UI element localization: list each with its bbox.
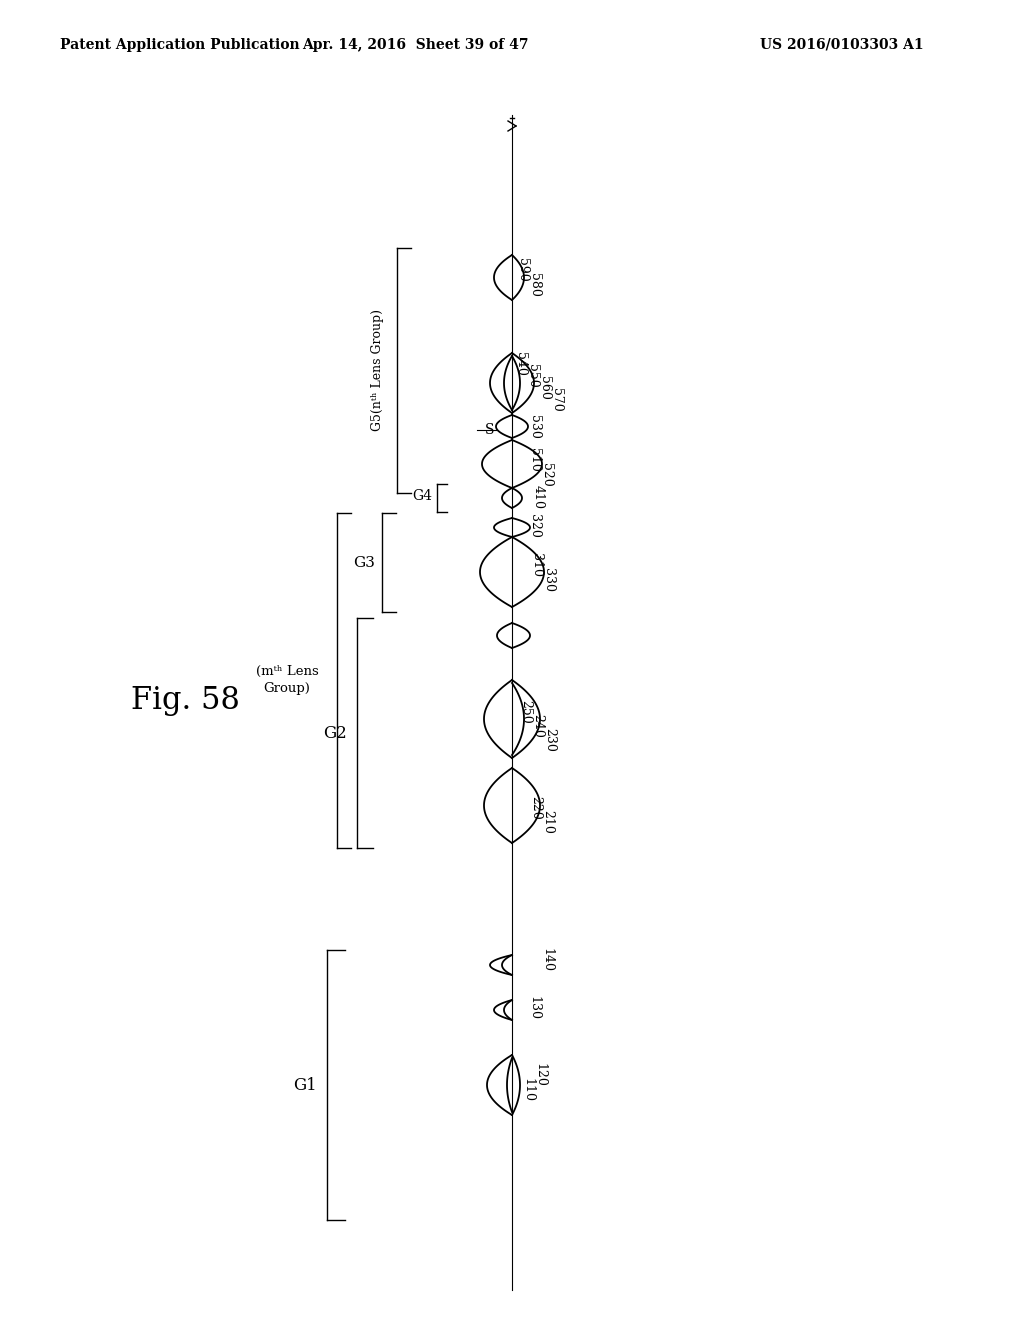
- Text: US 2016/0103303 A1: US 2016/0103303 A1: [760, 38, 924, 51]
- Text: 240: 240: [531, 714, 545, 738]
- Text: 210: 210: [542, 810, 555, 834]
- Text: 250: 250: [519, 700, 532, 723]
- Text: Patent Application Publication: Patent Application Publication: [60, 38, 300, 51]
- Text: 590: 590: [515, 259, 528, 282]
- Text: 110: 110: [521, 1078, 535, 1102]
- Text: 220: 220: [529, 796, 543, 820]
- Text: G4: G4: [412, 488, 432, 503]
- Text: S: S: [485, 422, 495, 437]
- Text: 410: 410: [531, 484, 545, 510]
- Text: Apr. 14, 2016  Sheet 39 of 47: Apr. 14, 2016 Sheet 39 of 47: [302, 38, 528, 51]
- Text: G1: G1: [293, 1077, 316, 1093]
- Text: 550: 550: [525, 364, 539, 388]
- Text: 140: 140: [541, 948, 554, 972]
- Text: 130: 130: [527, 997, 541, 1020]
- Text: 330: 330: [542, 568, 555, 591]
- Text: G5(nᵗʰ Lens Group): G5(nᵗʰ Lens Group): [371, 309, 384, 432]
- Text: 540: 540: [514, 352, 527, 376]
- Text: 320: 320: [527, 513, 541, 539]
- Text: 310: 310: [529, 553, 543, 577]
- Text: 580: 580: [527, 273, 541, 297]
- Text: 520: 520: [540, 463, 553, 487]
- Text: G2: G2: [324, 725, 347, 742]
- Text: 560: 560: [538, 376, 551, 400]
- Text: 230: 230: [544, 729, 556, 752]
- Text: 510: 510: [527, 447, 541, 473]
- Text: G3: G3: [353, 556, 375, 570]
- Text: 530: 530: [527, 414, 541, 440]
- Text: 570: 570: [550, 388, 562, 412]
- Text: 120: 120: [534, 1063, 547, 1086]
- Text: (mᵗʰ Lens
Group): (mᵗʰ Lens Group): [256, 665, 318, 696]
- Text: Fig. 58: Fig. 58: [131, 685, 240, 715]
